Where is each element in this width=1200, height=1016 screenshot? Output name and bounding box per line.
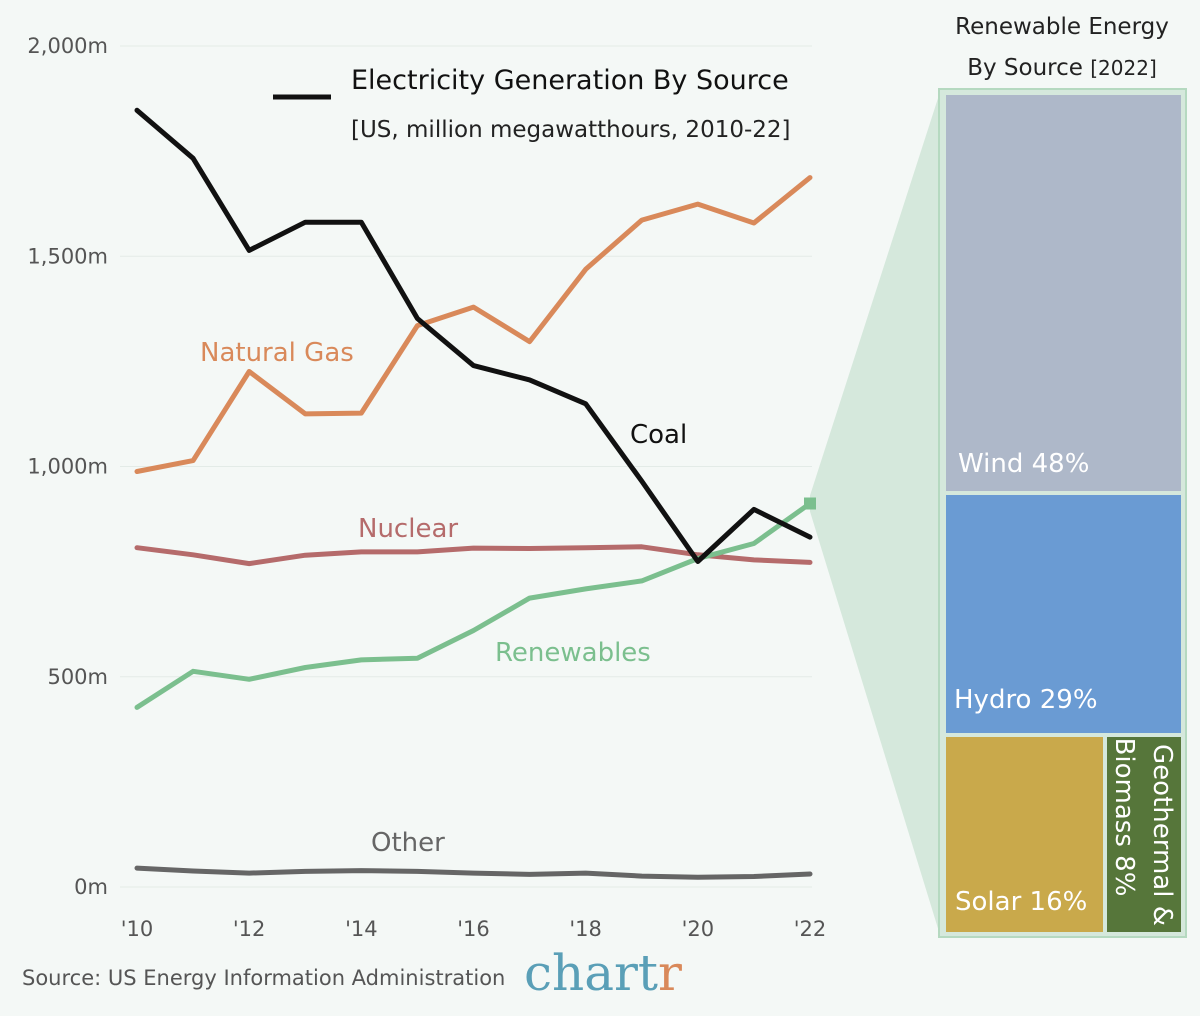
y-axis: 0m 500m 1,000m 1,500m 2,000m [27, 34, 108, 899]
treemap-label-geothermal-line2: Biomass 8% [1109, 738, 1139, 897]
treemap-label-solar: Solar 16% [955, 887, 1087, 917]
series-label-nuclear: Nuclear [358, 514, 458, 544]
treemap-label-geothermal-line1: Geothermal & [1147, 744, 1177, 926]
x-tick-label: '22 [794, 917, 827, 941]
series-line-coal [134, 107, 813, 564]
treemap-label-geothermal-group: Geothermal & Biomass 8% [1109, 738, 1177, 926]
treemap-label-hydro: Hydro 29% [954, 685, 1098, 715]
x-tick-label: '10 [121, 917, 154, 941]
treemap-title-year: [2022] [1090, 56, 1157, 80]
renewables-callout-wedge [810, 92, 940, 935]
brand-logo-chart: chart [524, 944, 658, 1002]
treemap-tile-solar [946, 737, 1103, 932]
series-line-other [134, 865, 813, 880]
chart-subtitle: [US, million megawatthours, 2010-22] [351, 117, 791, 143]
treemap-tile-wind [946, 95, 1181, 491]
series-line-natural-gas [134, 175, 813, 474]
treemap-tile-hydro [946, 495, 1181, 733]
x-tick-label: '14 [345, 917, 378, 941]
treemap-title-by-source: By Source [967, 55, 1083, 81]
brand-logo-r: r [658, 944, 682, 1002]
x-tick-label: '16 [457, 917, 490, 941]
series-label-renewables: Renewables [495, 638, 651, 668]
y-tick-label: 1,000m [27, 455, 108, 479]
chart-title: Electricity Generation By Source [351, 65, 789, 96]
x-tick-label: '20 [682, 917, 715, 941]
treemap-tile-geothermal-biomass [1107, 737, 1181, 932]
y-gridlines [120, 45, 812, 888]
brand-logo: chartr [524, 944, 682, 1002]
x-axis: '10 '12 '14 '16 '18 '20 '22 [121, 917, 827, 941]
y-tick-label: 0m [74, 875, 108, 899]
source-note: Source: US Energy Information Administra… [22, 966, 505, 990]
series-label-natural-gas: Natural Gas [200, 338, 354, 368]
series-label-coal: Coal [630, 420, 687, 450]
treemap-label-wind: Wind 48% [958, 449, 1089, 479]
series-label-other: Other [371, 828, 445, 858]
y-tick-label: 500m [47, 665, 108, 689]
y-tick-label: 2,000m [27, 34, 108, 58]
y-tick-label: 1,500m [27, 244, 108, 268]
x-tick-label: '12 [233, 917, 266, 941]
x-tick-label: '18 [569, 917, 602, 941]
renewables-end-marker [804, 497, 816, 510]
line-series [134, 107, 816, 880]
treemap-title-line1: Renewable Energy [955, 14, 1169, 40]
treemap-title-line2: By Source [2022] [967, 55, 1157, 81]
series-line-nuclear [134, 544, 813, 567]
